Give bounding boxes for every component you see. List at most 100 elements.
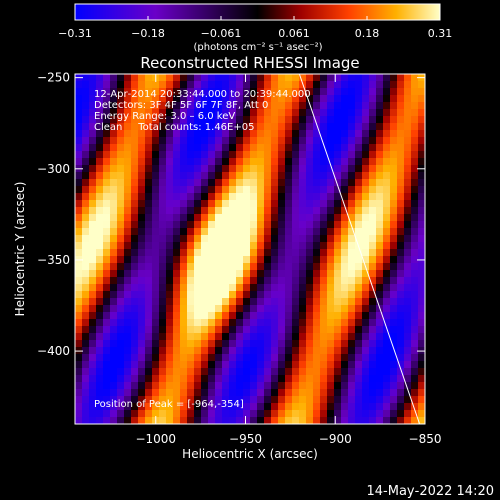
heatmap-cell [320, 123, 328, 131]
heatmap-cell [418, 305, 425, 313]
heatmap-cell [341, 305, 349, 313]
heatmap-cell [215, 158, 223, 166]
heatmap-cell [194, 326, 202, 334]
heatmap-cell [243, 123, 251, 131]
heatmap-cell [369, 172, 377, 180]
heatmap-cell [236, 172, 244, 180]
heatmap-cell [313, 368, 321, 376]
heatmap-cell [411, 88, 419, 96]
heatmap-cell [292, 340, 300, 348]
heatmap-cell [187, 284, 195, 292]
heatmap-cell [117, 410, 125, 418]
heatmap-cell [103, 368, 111, 376]
heatmap-cell [187, 179, 195, 187]
heatmap-cell [138, 137, 146, 145]
heatmap-cell [411, 74, 419, 82]
heatmap-cell [82, 382, 90, 390]
heatmap-cell [278, 389, 286, 397]
heatmap-cell [96, 340, 104, 348]
heatmap-cell [222, 123, 230, 131]
heatmap-cell [173, 221, 181, 229]
heatmap-cell [327, 319, 335, 327]
heatmap-cell [222, 368, 230, 376]
heatmap-cell [355, 389, 363, 397]
heatmap-cell [117, 214, 125, 222]
heatmap-cell [117, 326, 125, 334]
heatmap-cell [145, 95, 153, 103]
heatmap-cell [341, 207, 349, 215]
heatmap-cell [229, 144, 237, 152]
heatmap-cell [411, 235, 419, 243]
heatmap-cell [173, 403, 181, 411]
heatmap-cell [82, 235, 90, 243]
heatmap-cell [390, 137, 398, 145]
heatmap-cell [320, 347, 328, 355]
heatmap-cell [334, 193, 342, 201]
heatmap-cell [250, 417, 258, 424]
heatmap-cell [131, 95, 139, 103]
heatmap-cell [145, 200, 153, 208]
heatmap-cell [257, 410, 265, 418]
heatmap-cell [390, 277, 398, 285]
heatmap-cell [397, 81, 405, 89]
heatmap-cell [390, 221, 398, 229]
heatmap-cell [159, 74, 167, 82]
heatmap-cell [194, 144, 202, 152]
heatmap-cell [145, 214, 153, 222]
heatmap-cell [418, 102, 425, 110]
heatmap-cell [117, 305, 125, 313]
heatmap-cell [236, 200, 244, 208]
heatmap-cell [89, 214, 97, 222]
heatmap-cell [124, 200, 132, 208]
heatmap-cell [369, 389, 377, 397]
heatmap-cell [285, 305, 293, 313]
heatmap-cell [418, 354, 425, 362]
heatmap-cell [341, 137, 349, 145]
heatmap-cell [397, 88, 405, 96]
heatmap-cell [348, 312, 356, 320]
heatmap-cell [348, 130, 356, 138]
heatmap-cell [285, 340, 293, 348]
heatmap-cell [152, 144, 160, 152]
heatmap-cell [383, 389, 391, 397]
heatmap-cell [334, 123, 342, 131]
heatmap-cell [215, 319, 223, 327]
heatmap-cell [229, 172, 237, 180]
heatmap-cell [180, 172, 188, 180]
heatmap-cell [117, 74, 125, 82]
heatmap-cell [404, 179, 412, 187]
heatmap-cell [187, 186, 195, 194]
heatmap-cell [299, 74, 307, 82]
heatmap-cell [145, 375, 153, 383]
heatmap-cell [243, 375, 251, 383]
heatmap-cell [383, 186, 391, 194]
heatmap-cell [82, 151, 90, 159]
heatmap-cell [257, 214, 265, 222]
heatmap-cell [348, 74, 356, 82]
heatmap-cell [110, 354, 118, 362]
heatmap-cell [75, 116, 83, 124]
heatmap-cell [348, 375, 356, 383]
heatmap-cell [222, 249, 230, 257]
heatmap-cell [166, 305, 174, 313]
heatmap-cell [397, 172, 405, 180]
heatmap-cell [257, 116, 265, 124]
heatmap-cell [369, 207, 377, 215]
heatmap-cell [327, 95, 335, 103]
heatmap-cell [327, 214, 335, 222]
heatmap-cell [278, 270, 286, 278]
heatmap-cell [404, 305, 412, 313]
heatmap-cell [208, 228, 216, 236]
heatmap-cell [222, 340, 230, 348]
heatmap-cell [397, 200, 405, 208]
heatmap-cell [320, 340, 328, 348]
heatmap-cell [145, 144, 153, 152]
heatmap-cell [166, 270, 174, 278]
heatmap-cell [376, 95, 384, 103]
heatmap-cell [110, 270, 118, 278]
heatmap-cell [404, 396, 412, 404]
heatmap-cell [208, 186, 216, 194]
heatmap-cell [369, 347, 377, 355]
heatmap-cell [355, 81, 363, 89]
heatmap-cell [222, 326, 230, 334]
